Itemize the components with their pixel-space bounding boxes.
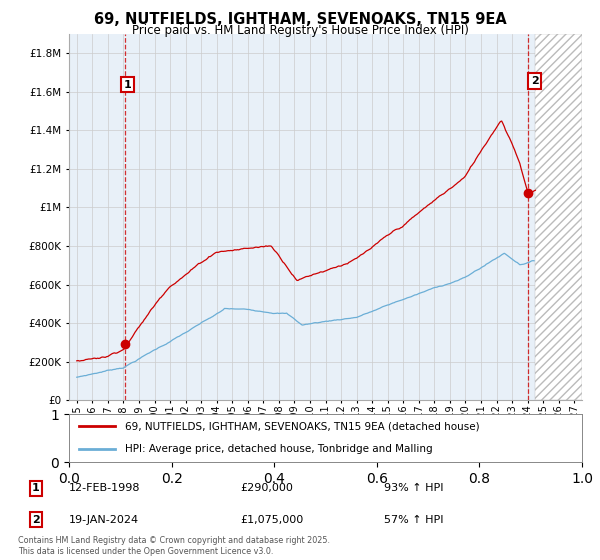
Text: HPI: Average price, detached house, Tonbridge and Malling: HPI: Average price, detached house, Tonb… xyxy=(125,444,433,454)
Text: Price paid vs. HM Land Registry's House Price Index (HPI): Price paid vs. HM Land Registry's House … xyxy=(131,24,469,36)
Text: £290,000: £290,000 xyxy=(240,483,293,493)
Text: 1: 1 xyxy=(124,80,131,90)
Text: 2: 2 xyxy=(32,515,40,525)
Text: Contains HM Land Registry data © Crown copyright and database right 2025.
This d: Contains HM Land Registry data © Crown c… xyxy=(18,536,330,556)
Text: 93% ↑ HPI: 93% ↑ HPI xyxy=(384,483,443,493)
Text: 2: 2 xyxy=(531,76,538,86)
Text: 57% ↑ HPI: 57% ↑ HPI xyxy=(384,515,443,525)
Text: £1,075,000: £1,075,000 xyxy=(240,515,303,525)
Text: 1: 1 xyxy=(32,483,40,493)
Text: 69, NUTFIELDS, IGHTHAM, SEVENOAKS, TN15 9EA: 69, NUTFIELDS, IGHTHAM, SEVENOAKS, TN15 … xyxy=(94,12,506,27)
Text: 12-FEB-1998: 12-FEB-1998 xyxy=(69,483,140,493)
Text: 69, NUTFIELDS, IGHTHAM, SEVENOAKS, TN15 9EA (detached house): 69, NUTFIELDS, IGHTHAM, SEVENOAKS, TN15 … xyxy=(125,421,480,431)
Text: 19-JAN-2024: 19-JAN-2024 xyxy=(69,515,139,525)
